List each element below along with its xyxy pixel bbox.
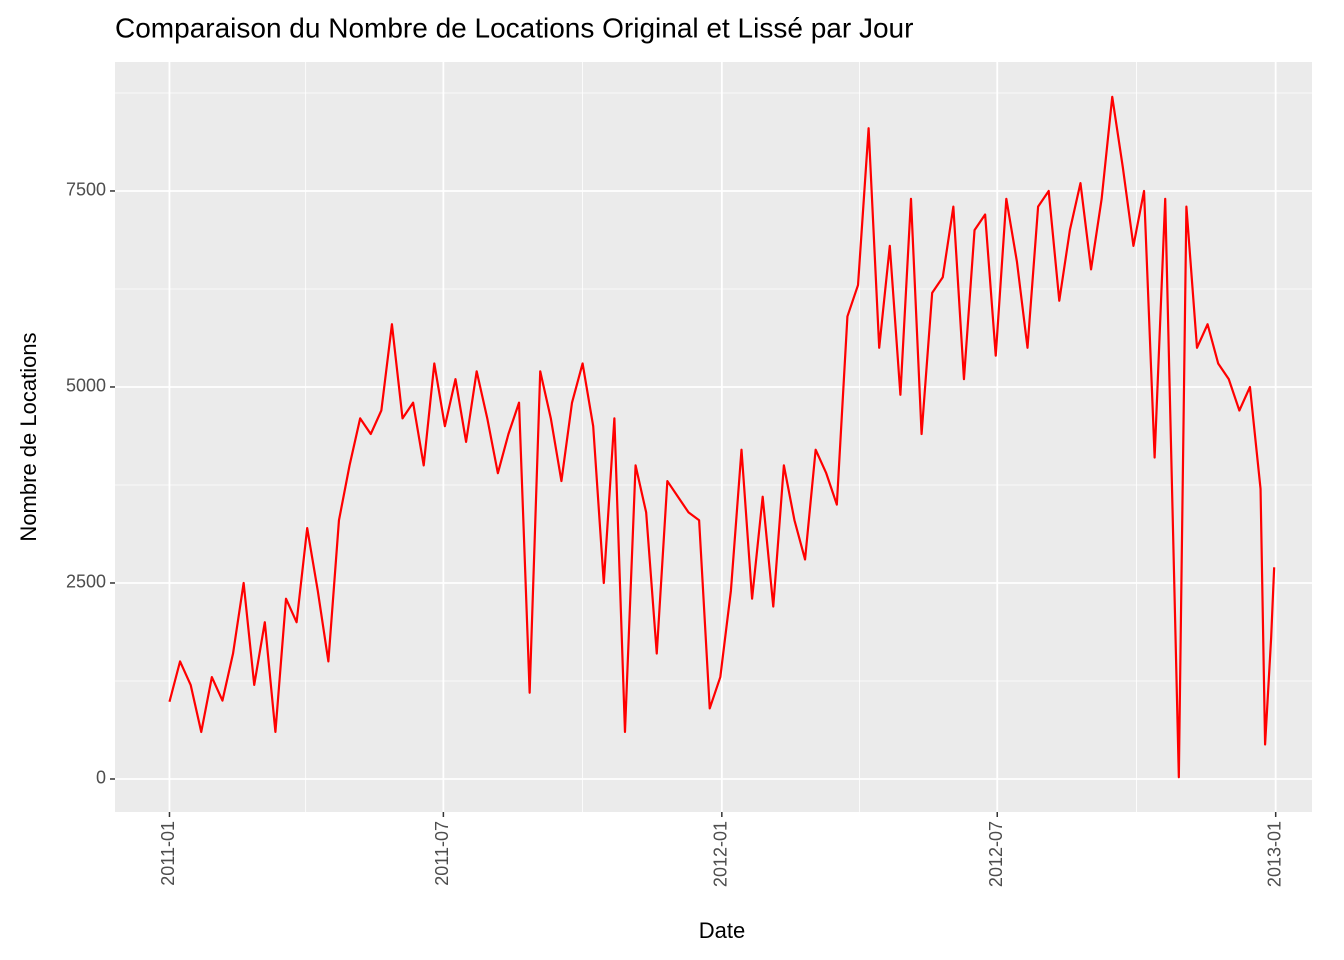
panel [115, 62, 1312, 812]
x-tick-label: 2012-01 [711, 821, 731, 887]
x-axis-label: Date [699, 918, 745, 943]
y-tick-label: 7500 [66, 180, 106, 200]
x-tick-label: 2011-01 [158, 821, 178, 886]
x-tick-label: 2011-07 [432, 821, 452, 886]
x-tick-label: 2013-01 [1264, 821, 1284, 887]
y-tick-label: 0 [96, 768, 106, 788]
y-tick-label: 5000 [66, 376, 106, 396]
y-axis-label: Nombre de Locations [16, 332, 41, 541]
line [168, 95, 1276, 779]
y-tick-label: 2500 [66, 572, 106, 592]
x-tick-label: 2012-07 [986, 821, 1006, 887]
chart-title: Comparaison du Nombre de Locations Origi… [115, 12, 913, 43]
